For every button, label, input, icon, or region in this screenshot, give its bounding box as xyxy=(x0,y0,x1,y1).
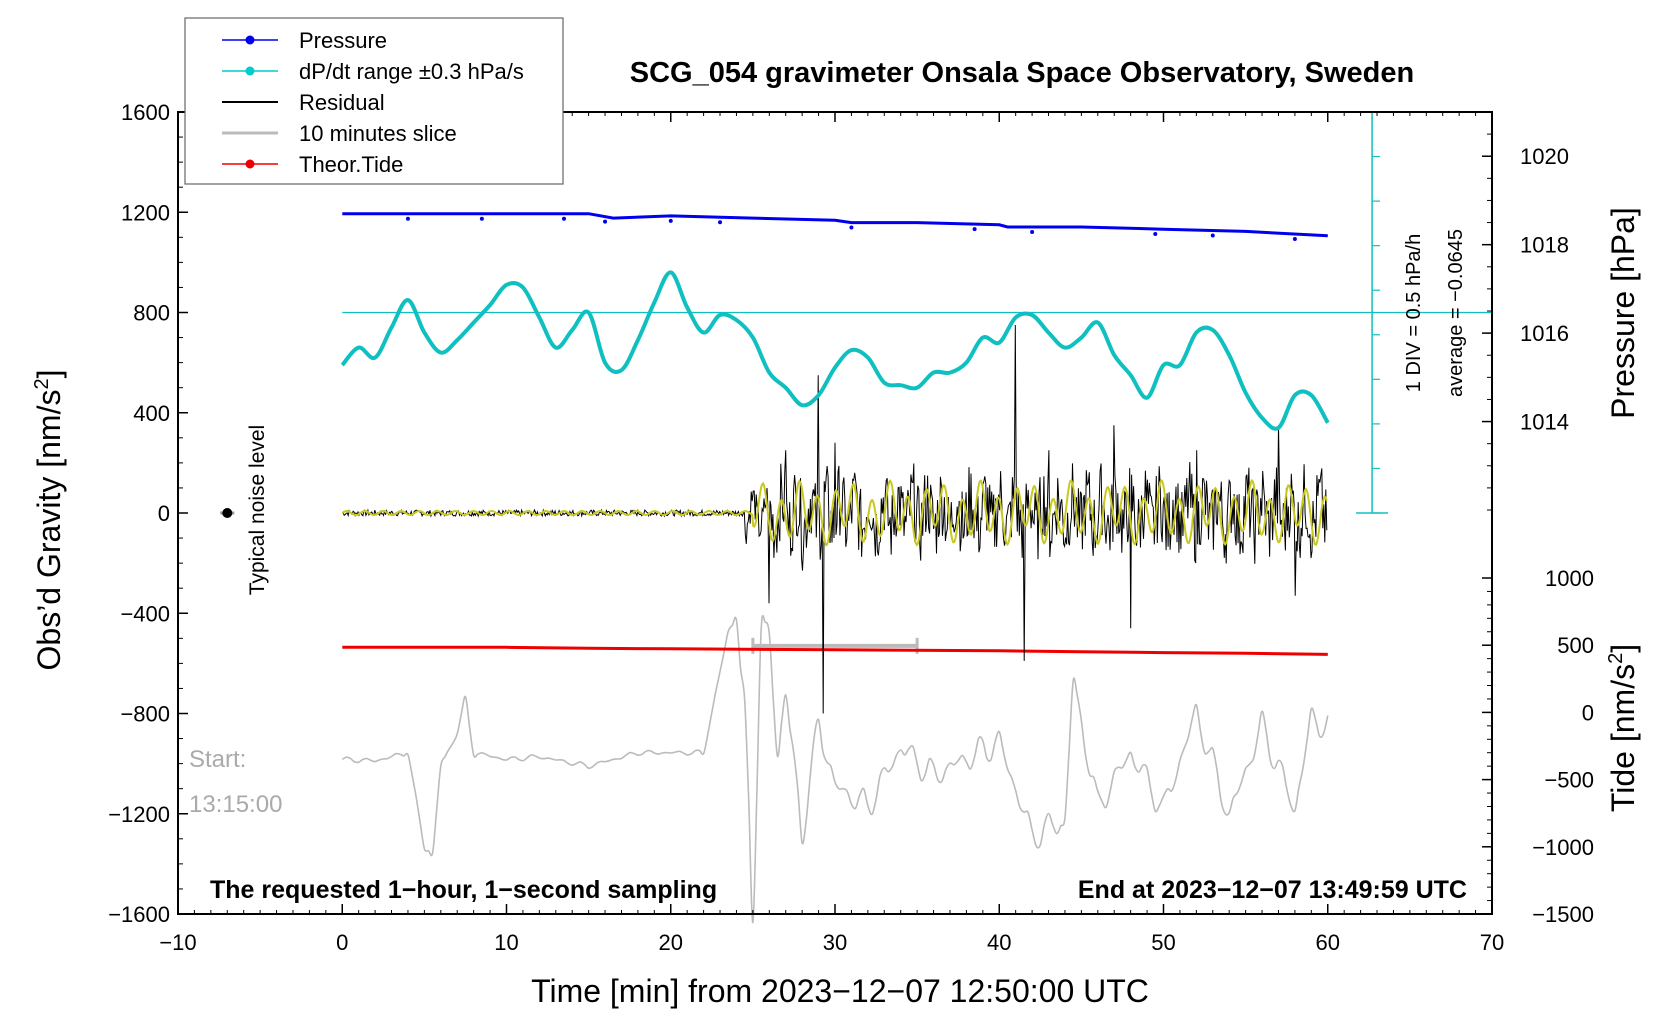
pressure-point xyxy=(1210,233,1215,238)
y-axis-label-left-sup: 2 xyxy=(31,378,53,389)
x-tick-label: 70 xyxy=(1480,930,1504,955)
pressure-point xyxy=(668,218,673,223)
legend: Pressure dP/dt range ±0.3 hPa/s Residual… xyxy=(184,17,564,185)
series-pressure-line xyxy=(342,212,1328,238)
pressure-tick-label: 1020 xyxy=(1520,144,1569,169)
dpdt-scale-label: 1 DIV = 0.5 hPa/h xyxy=(1403,234,1425,392)
pressure-tick-label: 1016 xyxy=(1520,321,1569,346)
pressure-tick-label: 1014 xyxy=(1520,410,1569,435)
y-axis-label-left-text: Obs’d Gravity [nm/s xyxy=(31,390,67,671)
noise-level-label: Typical noise level xyxy=(246,425,269,595)
tide-tick-label: −1500 xyxy=(1532,902,1594,927)
end-time-note: End at 2023−12−07 13:49:59 UTC xyxy=(1078,876,1467,904)
y-tick-label: 1200 xyxy=(121,200,170,225)
series-tide-line xyxy=(342,645,1328,656)
legend-marker-pressure xyxy=(245,35,255,45)
y-tick-label: 800 xyxy=(133,301,170,326)
start-label: Start: xyxy=(189,746,246,773)
x-tick-label: 0 xyxy=(336,930,348,955)
x-tick-label: 20 xyxy=(659,930,683,955)
x-tick-label: 30 xyxy=(823,930,847,955)
legend-item-slice: 10 minutes slice xyxy=(222,121,457,146)
y-tick-label: 1600 xyxy=(121,100,170,125)
y-tick-label: −800 xyxy=(120,702,170,727)
legend-item-residual: Residual xyxy=(222,90,385,115)
legend-label-dpdt: dP/dt range ±0.3 hPa/s xyxy=(299,59,524,84)
pressure-point xyxy=(1030,229,1035,234)
legend-label-slice: 10 minutes slice xyxy=(299,121,457,146)
legend-marker-dpdt xyxy=(245,66,255,76)
y-axis-label-tide: Tide [nm/s2] xyxy=(1605,644,1641,812)
y-axis-label-tide-text: Tide [nm/s xyxy=(1605,664,1641,812)
y-axis-label-pressure: Pressure [hPa] xyxy=(1605,207,1641,419)
series-slice-line xyxy=(341,614,1329,924)
legend-item-dpdt: dP/dt range ±0.3 hPa/s xyxy=(222,59,524,84)
y-axis-label-left: Obs’d Gravity [nm/s2] xyxy=(31,370,67,671)
tide-tick-label: 1000 xyxy=(1545,566,1594,591)
y-tick-label: 0 xyxy=(158,501,170,526)
x-tick-label: 10 xyxy=(494,930,518,955)
tide-tick-label: −500 xyxy=(1544,768,1594,793)
tide-tick-label: 500 xyxy=(1557,633,1594,658)
tide-tick-label: 0 xyxy=(1582,700,1594,725)
pressure-point xyxy=(849,225,854,230)
pressure-point xyxy=(718,220,723,225)
legend-marker-tide xyxy=(245,159,255,169)
y-tick-label: 400 xyxy=(133,401,170,426)
y-axis-label-tide-close: ] xyxy=(1605,644,1641,653)
y-axis-label-tide-sup: 2 xyxy=(1605,653,1627,664)
y-tick-label: −1600 xyxy=(108,902,170,927)
x-tick-label: 40 xyxy=(987,930,1011,955)
sampling-note: The requested 1−hour, 1−second sampling xyxy=(210,876,717,904)
pressure-point xyxy=(479,216,484,221)
x-tick-label: 60 xyxy=(1316,930,1340,955)
x-tick-label: 50 xyxy=(1151,930,1175,955)
series-dpdt-line xyxy=(340,270,1330,431)
legend-label-residual: Residual xyxy=(299,90,385,115)
pressure-point xyxy=(972,227,977,232)
legend-label-pressure: Pressure xyxy=(299,28,387,53)
y-tick-label: −400 xyxy=(120,601,170,626)
legend-item-pressure: Pressure xyxy=(222,28,387,53)
y-tick-label: −1200 xyxy=(108,802,170,827)
x-axis-label: Time [min] from 2023−12−07 12:50:00 UTC xyxy=(531,973,1149,1009)
series-filtered-line xyxy=(341,478,1328,547)
pressure-point xyxy=(561,216,566,221)
chart-title: SCG_054 gravimeter Onsala Space Observat… xyxy=(630,57,1414,89)
legend-label-tide: Theor.Tide xyxy=(299,152,403,177)
series-layer xyxy=(220,111,1492,924)
x-tick-label: −10 xyxy=(159,930,196,955)
pressure-tick-label: 1018 xyxy=(1520,233,1569,258)
pressure-point xyxy=(1153,231,1158,236)
pressure-point xyxy=(603,219,608,224)
noise-level-point xyxy=(222,508,233,518)
pressure-point xyxy=(1292,237,1297,242)
start-time: 13:15:00 xyxy=(189,791,282,818)
y-axis-label-left-close: ] xyxy=(31,370,67,379)
tide-tick-label: −1000 xyxy=(1532,835,1594,860)
dpdt-average-label: average = −0.0645 xyxy=(1445,229,1467,397)
legend-item-tide: Theor.Tide xyxy=(222,152,403,177)
pressure-point xyxy=(405,216,410,221)
